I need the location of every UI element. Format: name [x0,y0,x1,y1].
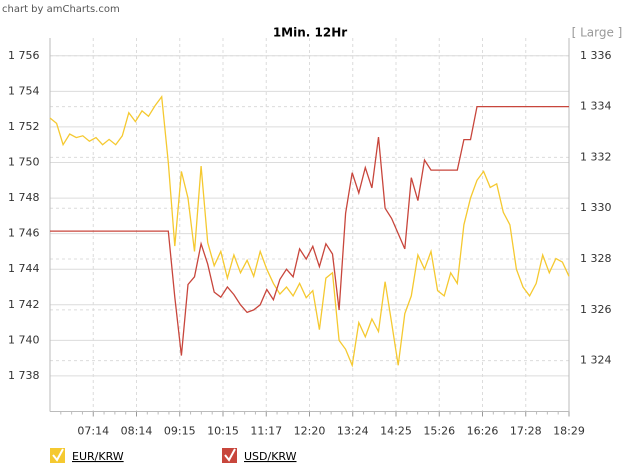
y-tick-label: 1 752 [8,120,40,133]
y-tick-label: 1 746 [8,227,40,240]
y-tick-label: 1 744 [8,262,40,275]
x-tick-label: 10:15 [207,425,239,438]
x-tick-label: 17:28 [510,425,542,438]
x-tick-label: 18:29 [553,425,585,438]
y-tick-label: 1 738 [8,369,40,382]
legend-label[interactable]: EUR/KRW [72,450,124,463]
x-tick-label: 08:14 [121,425,153,438]
series-line [49,94,570,368]
x-tick-label: 15:26 [423,425,455,438]
y-tick-label: 1 742 [8,298,40,311]
y2-tick-label: 1 326 [580,303,612,316]
y2-tick-label: 1 330 [580,201,612,214]
y2-tick-label: 1 336 [580,49,612,62]
series-line [50,105,569,356]
y-tick-label: 1 748 [8,191,40,204]
y2-tick-label: 1 334 [580,100,612,113]
chart-title: 1Min. 12Hr [273,26,347,40]
y2-tick-label: 1 324 [580,354,612,367]
legend-label[interactable]: USD/KRW [244,450,297,463]
x-tick-label: 09:15 [164,425,196,438]
credit[interactable]: chart by amCharts.com [2,4,120,15]
legend-check [52,448,64,462]
size-link[interactable]: [ Large ] [572,26,623,40]
y-tick-label: 1 740 [8,333,40,346]
x-tick-label: 11:17 [250,425,282,438]
x-tick-label: 13:24 [337,425,369,438]
y2-tick-label: 1 328 [580,252,612,265]
y-tick-label: 1 756 [8,49,40,62]
legend-check [224,448,236,462]
y2-tick-label: 1 332 [580,150,612,163]
x-tick-label: 16:26 [467,425,499,438]
x-tick-label: 14:25 [380,425,412,438]
y-tick-label: 1 750 [8,156,40,169]
x-tick-label: 07:14 [77,425,109,438]
y-tick-label: 1 754 [8,84,40,97]
x-tick-label: 12:20 [294,425,326,438]
